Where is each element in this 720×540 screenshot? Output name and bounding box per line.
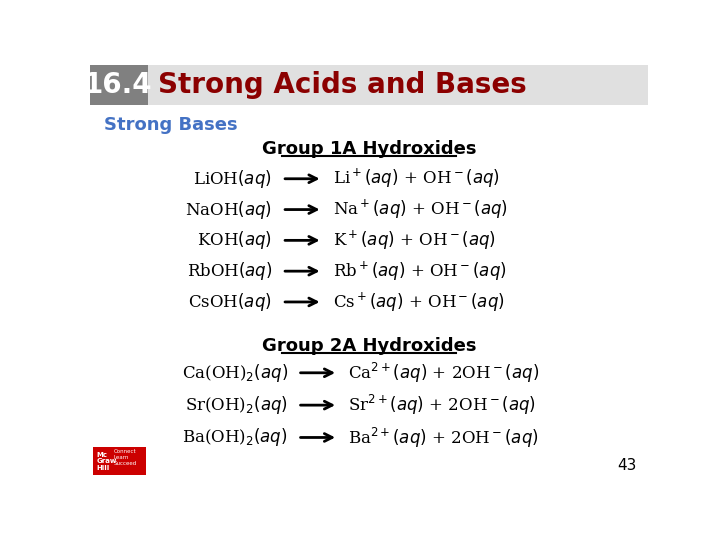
- Text: Sr$^{2+}$$(aq)$ + 2OH$^-$$(aq)$: Sr$^{2+}$$(aq)$ + 2OH$^-$$(aq)$: [348, 393, 536, 417]
- Text: Ca(OH)$_2$$(aq)$: Ca(OH)$_2$$(aq)$: [181, 362, 287, 384]
- Text: Strong Acids and Bases: Strong Acids and Bases: [158, 71, 527, 99]
- Text: Ba(OH)$_2$$(aq)$: Ba(OH)$_2$$(aq)$: [182, 427, 287, 449]
- Text: KOH$(aq)$: KOH$(aq)$: [197, 230, 272, 251]
- Text: RbOH$(aq)$: RbOH$(aq)$: [186, 260, 272, 282]
- Text: Sr(OH)$_2$$(aq)$: Sr(OH)$_2$$(aq)$: [185, 394, 287, 416]
- Text: CsOH$(aq)$: CsOH$(aq)$: [189, 291, 272, 313]
- Text: Na$^+$$(aq)$ + OH$^-$$(aq)$: Na$^+$$(aq)$ + OH$^-$$(aq)$: [333, 198, 508, 221]
- Text: Rb$^+$$(aq)$ + OH$^-$$(aq)$: Rb$^+$$(aq)$ + OH$^-$$(aq)$: [333, 260, 506, 283]
- Text: Strong Bases: Strong Bases: [104, 116, 238, 134]
- Text: 43: 43: [617, 458, 636, 473]
- Text: Ca$^{2+}$$(aq)$ + 2OH$^-$$(aq)$: Ca$^{2+}$$(aq)$ + 2OH$^-$$(aq)$: [348, 361, 539, 385]
- FancyBboxPatch shape: [90, 65, 148, 105]
- Text: Li$^+$$(aq)$ + OH$^-$$(aq)$: Li$^+$$(aq)$ + OH$^-$$(aq)$: [333, 167, 500, 191]
- FancyBboxPatch shape: [90, 65, 648, 105]
- Text: Connect
Learn
Succeed: Connect Learn Succeed: [113, 449, 137, 466]
- Text: K$^+$$(aq)$ + OH$^-$$(aq)$: K$^+$$(aq)$ + OH$^-$$(aq)$: [333, 229, 495, 252]
- Text: 16.4: 16.4: [84, 71, 153, 99]
- Text: Group 2A Hydroxides: Group 2A Hydroxides: [262, 337, 476, 355]
- Text: Cs$^+$$(aq)$ + OH$^-$$(aq)$: Cs$^+$$(aq)$ + OH$^-$$(aq)$: [333, 291, 505, 314]
- Text: LiOH$(aq)$: LiOH$(aq)$: [194, 168, 272, 190]
- FancyBboxPatch shape: [93, 448, 145, 475]
- Text: NaOH$(aq)$: NaOH$(aq)$: [185, 199, 272, 220]
- Text: Mc
Graw
Hill: Mc Graw Hill: [96, 452, 117, 471]
- Text: Ba$^{2+}$$(aq)$ + 2OH$^-$$(aq)$: Ba$^{2+}$$(aq)$ + 2OH$^-$$(aq)$: [348, 426, 539, 449]
- Text: Group 1A Hydroxides: Group 1A Hydroxides: [262, 140, 476, 159]
